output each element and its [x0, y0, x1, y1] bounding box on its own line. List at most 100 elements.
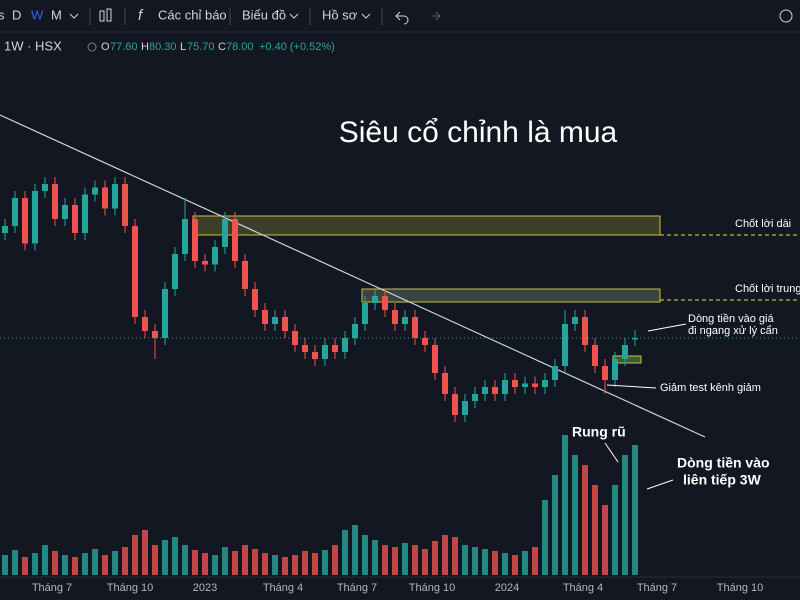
interval-hint: s: [0, 7, 5, 22]
candle-icon[interactable]: [99, 8, 112, 22]
volume-bar: [522, 551, 528, 575]
candle-body: [292, 331, 298, 345]
candle-body: [362, 303, 368, 324]
volume-bar: [402, 543, 408, 575]
volume-bar: [352, 525, 358, 575]
candle-body: [452, 394, 458, 415]
o-value: 77.60: [110, 41, 138, 53]
candle-body: [442, 373, 448, 394]
candle-body: [462, 401, 468, 415]
volume-bar: [202, 553, 208, 575]
x-tick-label: Tháng 10: [717, 582, 763, 594]
dropdown-icon[interactable]: [361, 13, 371, 19]
dropdown-icon[interactable]: [289, 13, 299, 19]
volume-bar: [2, 555, 8, 575]
candle-body: [592, 345, 598, 366]
x-tick-label: Tháng 7: [637, 582, 677, 594]
candle-body: [552, 366, 558, 380]
candle-body: [212, 247, 218, 265]
o-label: O: [101, 41, 110, 53]
change: +0.40 (+0.52%): [259, 41, 335, 53]
candle-body: [2, 226, 8, 233]
volume-bar: [42, 545, 48, 575]
candle-body: [372, 296, 378, 303]
marks: [2, 177, 638, 575]
dropdown-icon[interactable]: [69, 13, 79, 19]
volume-bar: [572, 455, 578, 575]
candle-body: [512, 380, 518, 387]
annotation: liên tiếp 3W: [683, 472, 762, 488]
candle-body: [352, 324, 358, 338]
volume-bar: [462, 545, 468, 575]
candle-body: [122, 184, 128, 226]
candle-body: [162, 289, 168, 338]
profile-button[interactable]: Hồ sơ: [322, 7, 358, 22]
volume-bar: [292, 555, 298, 575]
volume-bar: [182, 545, 188, 575]
x-tick-label: Tháng 7: [337, 582, 377, 594]
volume-bar: [52, 551, 58, 575]
candle-body: [492, 387, 498, 394]
candle-body: [102, 187, 108, 209]
candle-body: [272, 317, 278, 324]
candle-body: [332, 345, 338, 352]
candle-body: [262, 310, 268, 324]
candle-body: [602, 366, 608, 380]
redo-button[interactable]: [432, 11, 441, 21]
volume-bar: [102, 555, 108, 575]
settings-icon[interactable]: [779, 9, 793, 23]
arrow: [604, 442, 619, 463]
volume-bar: [232, 551, 238, 575]
volume-bar: [362, 535, 368, 575]
ohlc-legend: O 77.60 H 80.30 L 75.70 C 78.00 +0.40 (+…: [101, 41, 335, 53]
arrow: [647, 323, 687, 332]
candle-body: [422, 338, 428, 345]
c-label: C: [218, 41, 226, 53]
volume-bar: [112, 551, 118, 575]
candle-body: [152, 331, 158, 338]
candle-body: [192, 219, 198, 261]
x-tick-label: Tháng 4: [263, 582, 303, 594]
status-dot: [87, 42, 97, 52]
candle-body: [522, 383, 528, 387]
candle-body: [612, 359, 618, 380]
candle-body: [382, 296, 388, 310]
candle-body: [32, 191, 38, 244]
candle-body: [312, 352, 318, 359]
annotation: Chốt lời dài: [735, 218, 791, 230]
symbol: 1W · HSX: [4, 38, 62, 53]
volume-bar: [412, 545, 418, 575]
interval-w[interactable]: W: [31, 7, 44, 22]
volume-bar: [612, 485, 618, 575]
chart-button[interactable]: Biểu đồ: [242, 7, 286, 22]
volume-bar: [582, 465, 588, 575]
interval-d[interactable]: D: [12, 7, 21, 22]
candle-body: [42, 184, 48, 191]
volume-bar: [502, 553, 508, 575]
volume-bar: [312, 553, 318, 575]
candle-body: [342, 338, 348, 352]
candle-body: [502, 380, 508, 394]
interval-m[interactable]: M: [51, 7, 62, 22]
chart-title: Siêu cổ chỉnh là mua: [339, 116, 618, 149]
candle-body: [582, 317, 588, 345]
candle-body: [72, 205, 78, 233]
volume-bar: [532, 547, 538, 575]
candle-body: [142, 317, 148, 331]
fx-icon[interactable]: f: [138, 7, 144, 24]
volume-bar: [22, 557, 28, 575]
candle-body: [172, 254, 178, 289]
zone-mid: [361, 288, 661, 303]
indicators-button[interactable]: Các chỉ báo: [158, 7, 227, 22]
volume-bar: [382, 545, 388, 575]
volume-bar: [122, 547, 128, 575]
volume-bar: [432, 541, 438, 575]
undo-button[interactable]: [395, 11, 409, 25]
candle-body: [82, 194, 88, 233]
annotation: Giảm test kênh giảm: [660, 382, 761, 394]
candle-body: [22, 198, 28, 244]
candle-body: [182, 219, 188, 254]
trend-line: [0, 114, 706, 438]
candle-body: [572, 317, 578, 324]
